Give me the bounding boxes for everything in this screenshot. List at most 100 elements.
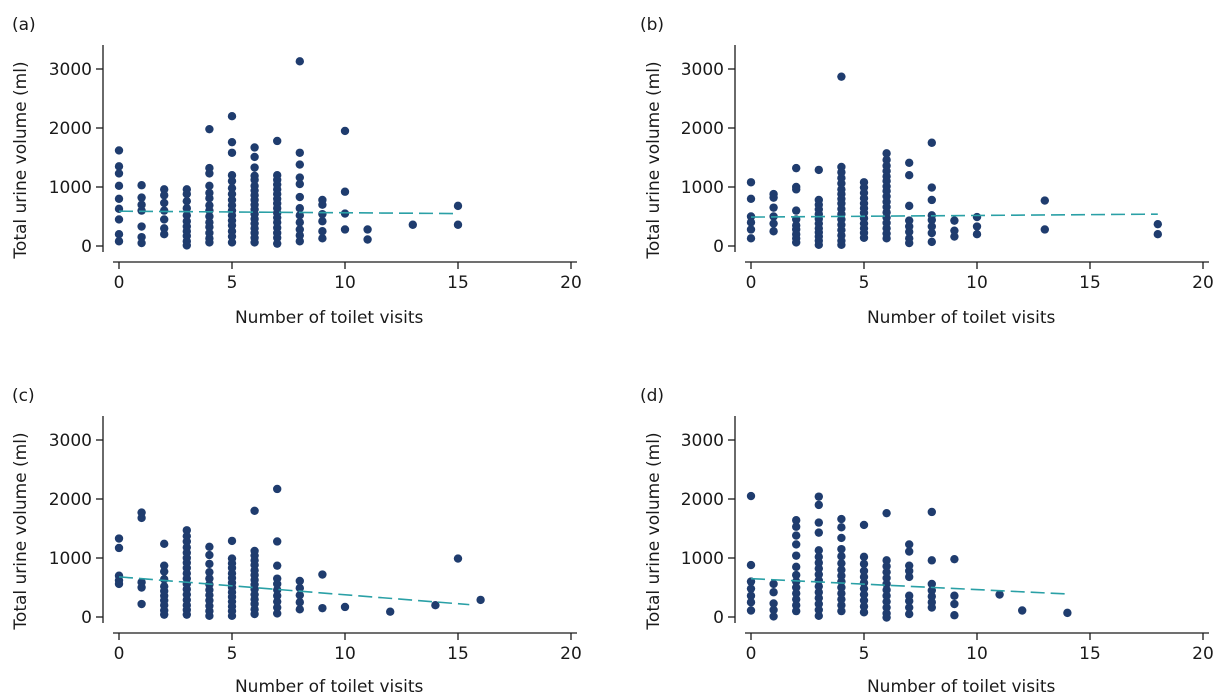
data-point	[273, 597, 282, 606]
data-point	[814, 240, 823, 250]
data-point	[160, 567, 169, 576]
data-point	[905, 609, 914, 619]
data-point	[837, 571, 846, 580]
data-point	[746, 560, 756, 570]
data-point	[859, 552, 869, 562]
data-point	[227, 238, 237, 247]
data-point	[453, 554, 463, 563]
data-point	[160, 198, 169, 208]
x-tick-label: 5	[227, 644, 238, 664]
data-point	[114, 169, 124, 178]
data-point	[859, 584, 869, 593]
data-point	[137, 583, 146, 592]
x-tick-label: 0	[114, 644, 125, 664]
data-point	[882, 234, 891, 243]
data-point	[182, 189, 191, 199]
y-tick-label: 3000	[681, 60, 724, 80]
panel-label: (c)	[12, 386, 35, 406]
data-point	[114, 162, 124, 171]
y-axis-title: Total urine volume (ml)	[11, 432, 31, 630]
data-point	[814, 599, 823, 609]
data-point	[408, 220, 417, 229]
data-point	[927, 183, 936, 192]
data-point	[182, 211, 191, 220]
data-point	[114, 194, 124, 203]
data-point	[114, 146, 124, 155]
data-point	[250, 238, 259, 247]
data-point	[905, 171, 914, 180]
data-point	[859, 578, 869, 587]
data-point	[882, 149, 891, 158]
data-point	[814, 605, 823, 615]
data-point	[295, 605, 304, 614]
data-point	[769, 612, 778, 621]
data-point	[972, 222, 982, 231]
data-point	[137, 200, 146, 209]
data-point	[792, 562, 801, 572]
data-point	[792, 570, 801, 580]
data-point	[227, 176, 237, 186]
data-point	[205, 542, 214, 551]
data-point	[137, 232, 146, 242]
x-tick-label: 10	[966, 644, 988, 664]
data-point	[905, 158, 914, 168]
data-point	[837, 168, 846, 177]
data-point	[927, 237, 936, 247]
data-point	[905, 603, 914, 612]
y-tick-label: 0	[713, 608, 724, 628]
data-point	[837, 552, 846, 561]
data-point	[182, 204, 191, 213]
data-point	[227, 171, 237, 180]
data-point	[295, 160, 304, 169]
data-point	[950, 599, 959, 609]
data-point	[250, 609, 259, 619]
data-point	[114, 215, 124, 224]
y-tick-label: 0	[81, 237, 92, 257]
data-point	[814, 500, 823, 510]
data-point	[205, 611, 214, 621]
data-point	[363, 235, 372, 244]
x-tick-label: 0	[114, 273, 125, 293]
data-point	[182, 241, 191, 250]
data-point	[746, 584, 756, 593]
data-point	[205, 181, 214, 191]
data-point	[882, 508, 891, 518]
data-point	[814, 518, 823, 527]
data-point	[814, 582, 823, 591]
trend-line	[118, 210, 459, 215]
data-point	[273, 233, 282, 242]
data-point	[837, 595, 846, 604]
chart-panel-d: (d) 0 1000 2000 3000 0 5 10 15 20 Number of toilet…	[640, 386, 1214, 697]
data-point	[1040, 225, 1050, 234]
y-tick-label: 1000	[49, 549, 92, 569]
data-point	[882, 155, 891, 165]
data-point	[431, 601, 440, 610]
data-point	[273, 239, 282, 248]
data-point	[295, 204, 304, 213]
data-point	[160, 230, 169, 239]
data-point	[837, 565, 846, 574]
data-point	[792, 516, 801, 525]
data-point	[160, 185, 169, 194]
data-point	[273, 585, 282, 595]
data-point	[114, 230, 124, 239]
data-point	[950, 226, 959, 235]
x-tick-label: 15	[1079, 644, 1101, 664]
data-point	[114, 534, 124, 543]
data-point	[137, 181, 146, 190]
data-point	[927, 138, 936, 147]
data-point	[295, 225, 304, 234]
chart-panel-c: (c) 0 1000 2000 3000 0 5 10 15 20 Number of toilet…	[11, 386, 582, 697]
data-point	[927, 215, 936, 225]
data-point	[950, 611, 959, 620]
data-point	[905, 566, 914, 576]
data-point	[859, 566, 869, 576]
data-point	[205, 574, 214, 583]
data-point	[927, 592, 936, 601]
x-tick-label: 10	[334, 644, 356, 664]
data-point	[859, 590, 869, 599]
data-point	[114, 543, 124, 553]
data-point	[160, 610, 169, 619]
data-point	[227, 148, 237, 157]
data-point	[340, 225, 350, 234]
